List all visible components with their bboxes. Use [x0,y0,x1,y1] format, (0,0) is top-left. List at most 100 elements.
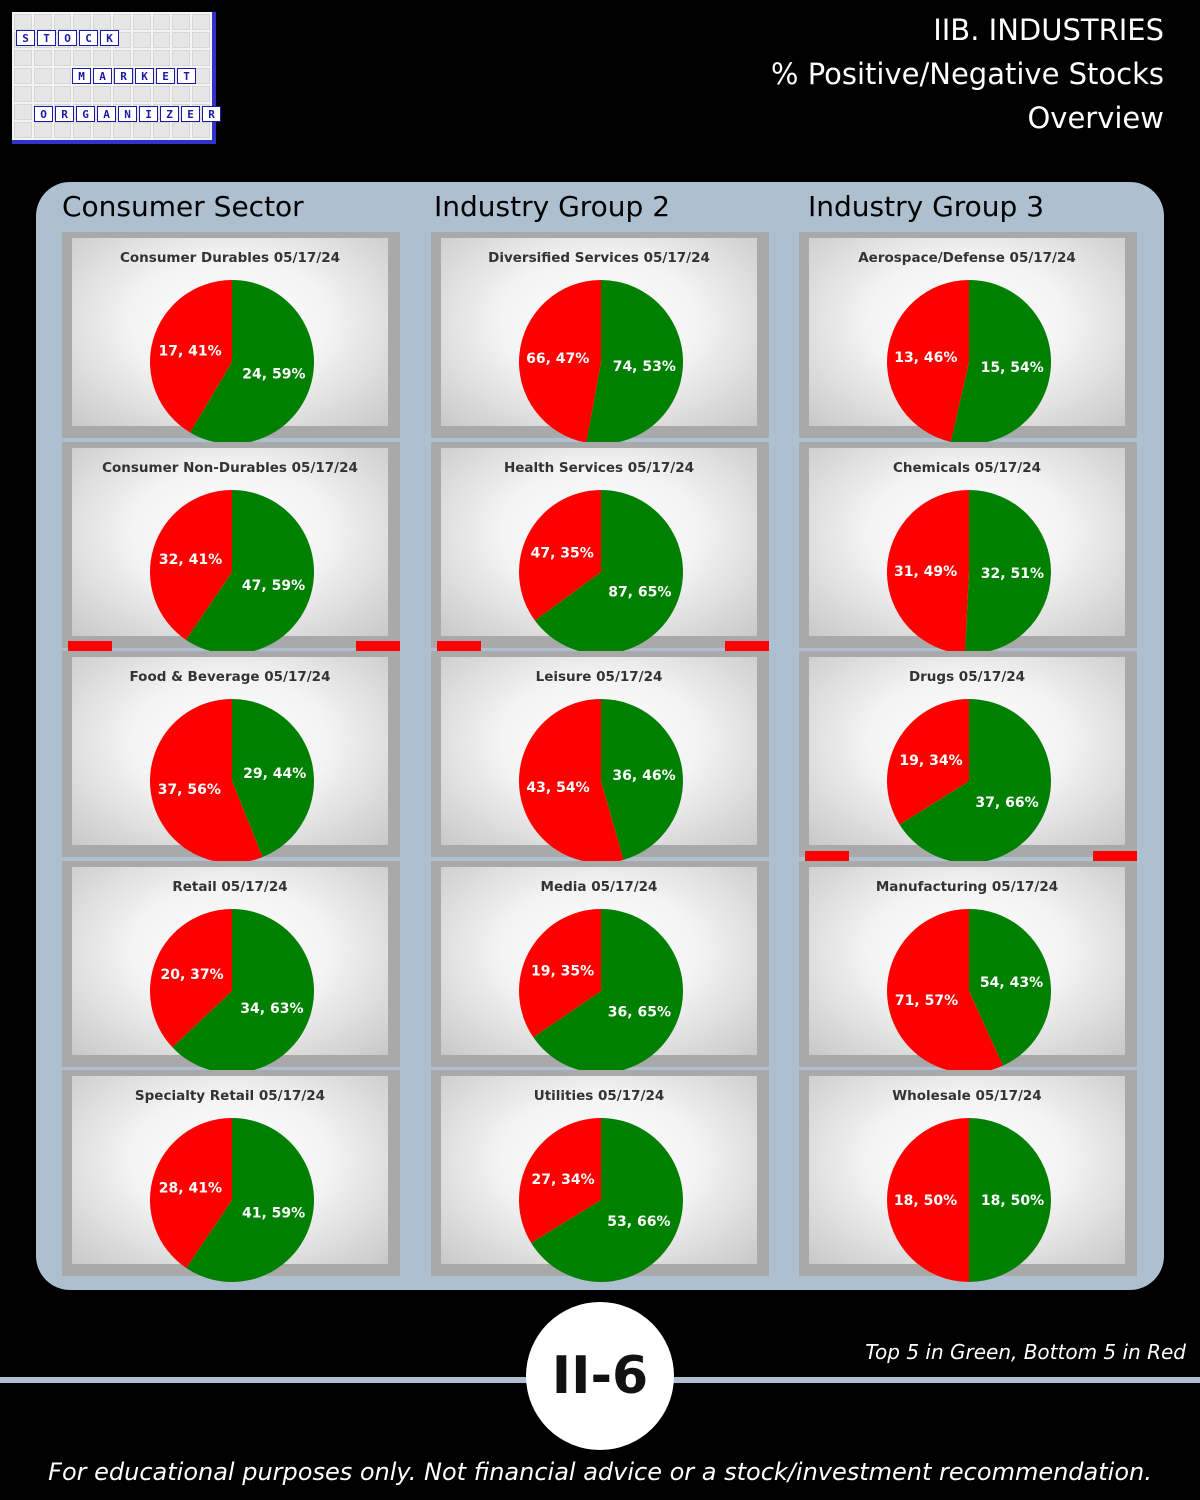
pie-slice-negative [150,280,232,433]
chart-area: Specialty Retail 05/17/24 41, 59% 28, 41% [72,1076,388,1282]
logo-grid-cell [33,50,52,66]
chart-title: Chemicals 05/17/24 [892,460,1042,476]
pie-chart: 29, 44% 37, 56% [150,699,314,863]
logo-grid-cell [192,32,210,48]
chart-area: Chemicals 05/17/24 32, 51% 31, 49% [809,448,1125,654]
pie-slice-negative [519,280,601,443]
data-label-negative: 37, 56% [158,782,221,798]
logo-grid-cell [73,86,92,102]
pie-chart-tile: Leisure 05/17/24 36, 46% 43, 54% [431,651,769,863]
logo-grid-cell [73,50,92,66]
logo-letter: K [100,30,119,46]
pie-slice-negative [519,1118,601,1243]
chart-title: Drugs 05/17/24 [908,669,1026,685]
pie-chart-tile: Wholesale 05/17/24 18, 50% 18, 50% [799,1070,1137,1282]
data-label-positive: 29, 44% [243,766,306,782]
pie-slice-negative [887,1118,969,1282]
logo-grid-cell [112,86,131,102]
logo-grid-cell [53,68,72,84]
logo-letter: S [16,30,35,46]
chart-area: Media 05/17/24 36, 65% 19, 35% [441,867,757,1073]
pie-slice-positive [586,280,683,444]
page-number-badge: II-6 [526,1302,674,1450]
data-label-negative: 43, 54% [526,780,589,796]
disclaimer: For educational purposes only. Not finan… [48,1458,1152,1486]
logo-grid-cell [192,14,210,30]
chart-title: Specialty Retail 05/17/24 [134,1088,326,1104]
pie-chart-tile: Manufacturing 05/17/24 54, 43% 71, 57% [799,861,1137,1073]
chart-title: Health Services 05/17/24 [503,460,695,476]
pie-slice-positive [232,699,314,858]
data-label-positive: 36, 65% [608,1004,671,1020]
pie-slice-negative [519,909,601,1038]
data-label-positive: 36, 46% [612,768,675,784]
logo-grid-cell [14,104,32,120]
data-label-negative: 19, 34% [899,753,962,769]
logo-letter: T [37,30,56,46]
chart-area: Manufacturing 05/17/24 54, 43% 71, 57% [809,867,1125,1073]
chart-area: Food & Beverage 05/17/24 29, 44% 37, 56% [72,657,388,863]
chart-area: Wholesale 05/17/24 18, 50% 18, 50% [809,1076,1125,1282]
logo-letter: O [34,106,53,122]
pie-slice-positive [601,699,683,860]
pie-chart: 87, 65% 47, 35% [519,490,683,654]
pie-chart-tile: Health Services 05/17/24 87, 65% 47, 35% [431,442,769,654]
logo-letter: E [181,106,200,122]
chart-area: Leisure 05/17/24 36, 46% 43, 54% [441,657,757,863]
chart-title: Manufacturing 05/17/24 [875,879,1059,895]
pie-chart-tile: Aerospace/Defense 05/17/24 15, 54% 13, 46% [799,232,1137,444]
logo-grid-cell [152,122,171,138]
logo-grid-cell [172,32,191,48]
pie-slice-positive [186,1118,314,1282]
pie-slice-negative [887,280,969,442]
pie-chart-tile: Chemicals 05/17/24 32, 51% 31, 49% [799,442,1137,654]
logo-grid-cell [14,14,32,30]
pie-chart: 53, 66% 27, 34% [519,1118,683,1282]
pie-slice-positive [969,909,1051,1066]
data-label-negative: 32, 41% [159,552,222,568]
logo-grid-cell [172,50,191,66]
logo-letter: I [139,106,158,122]
data-label-negative: 28, 41% [159,1180,222,1196]
chart-title: Consumer Durables 05/17/24 [119,250,340,266]
chart-area: Aerospace/Defense 05/17/24 15, 54% 13, 46% [809,238,1125,444]
header-line-1: IIB. INDUSTRIES [933,13,1164,47]
data-label-positive: 53, 66% [607,1214,670,1230]
pie-slice-positive [899,699,1051,863]
chart-area: Drugs 05/17/24 37, 66% 19, 34% [809,657,1125,863]
logo-grid-cell [172,122,191,138]
logo-grid-cell [112,14,131,30]
logo-grid-cell [132,32,151,48]
logo-grid-cell [112,122,131,138]
pie-chart: 47, 59% 32, 41% [150,490,314,654]
pie-chart: 18, 50% 18, 50% [887,1118,1051,1282]
logo-grid-cell [33,68,52,84]
logo-letter: K [135,68,154,84]
chart-title: Utilities 05/17/24 [533,1088,665,1104]
logo-grid-cell [33,86,52,102]
logo-letter: T [177,68,196,84]
pie-chart: 34, 63% 20, 37% [150,909,314,1073]
data-label-negative: 47, 35% [531,545,594,561]
logo-grid-cell [192,86,210,102]
pie-slice-negative [150,490,232,640]
logo-letter: R [114,68,133,84]
logo-letter: N [118,106,137,122]
data-label-positive: 15, 54% [981,360,1044,376]
pie-slice-positive [969,1118,1051,1282]
pie-chart: 74, 53% 66, 47% [519,280,683,444]
data-label-positive: 87, 65% [608,585,671,601]
logo-grid-cell [132,122,151,138]
pie-chart: 36, 46% 43, 54% [519,699,683,863]
logo-letter: O [58,30,77,46]
column-title-industry-group-2: Industry Group 2 [434,190,671,223]
legend-note: Top 5 in Green, Bottom 5 in Red [865,1340,1186,1364]
data-label-positive: 41, 59% [242,1206,305,1222]
logo-grid-cell [152,32,171,48]
chart-area: Diversified Services 05/17/24 74, 53% 66, … [441,238,757,444]
pie-slice-positive [950,280,1051,444]
pie-chart-tile: Drugs 05/17/24 37, 66% 19, 34% [799,651,1137,863]
